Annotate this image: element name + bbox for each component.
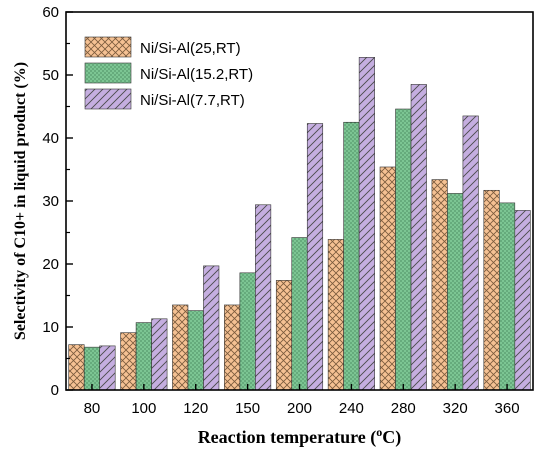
bars-group — [68, 57, 531, 391]
legend-swatch-series-3 — [84, 88, 132, 110]
bar-100-series-1 — [120, 332, 137, 391]
y-tick-label: 50 — [42, 67, 59, 84]
bar-240-series-3 — [358, 57, 375, 391]
bar-360-series-2 — [499, 202, 516, 391]
bar-150-series-1 — [224, 304, 241, 391]
legend-swatch-series-2 — [84, 62, 132, 84]
bar-80-series-3 — [99, 345, 116, 391]
x-tick-label: 200 — [287, 400, 312, 417]
y-axis-title: Selectivity of C10+ in liquid product (%… — [12, 62, 29, 340]
bar-320-series-2 — [447, 193, 464, 391]
bar-240-series-2 — [343, 121, 360, 391]
y-tick-label: 30 — [42, 193, 59, 210]
legend-label-series-2: Ni/Si-Al(15.2,RT) — [140, 66, 253, 83]
x-tick-label: 280 — [391, 400, 416, 417]
bar-100-series-2 — [135, 322, 152, 391]
x-axis-title-unit: C) — [382, 427, 401, 448]
axis-ticks: 0 10 20 30 40 50 60 80 100 120 150 200 240 280 320 360 — [42, 4, 519, 417]
y-tick-label: 10 — [42, 319, 59, 336]
x-tick-label: 80 — [84, 400, 101, 417]
legend: Ni/Si-Al(25,RT) Ni/Si-Al(15.2,RT) Ni/Si-Al… — [84, 36, 253, 110]
x-tick-label: 120 — [183, 400, 208, 417]
bar-150-series-3 — [255, 204, 272, 391]
y-tick-label: 0 — [51, 382, 59, 399]
legend-label-series-3: Ni/Si-Al(7.7,RT) — [140, 92, 245, 109]
bar-200-series-2 — [291, 237, 308, 391]
bar-200-series-3 — [306, 123, 324, 391]
bar-100-series-3 — [151, 318, 168, 391]
bar-280-series-3 — [410, 84, 427, 391]
x-tick-label: 320 — [443, 400, 468, 417]
y-tick-label: 60 — [42, 4, 59, 21]
y-tick-label: 40 — [42, 130, 59, 147]
bar-240-series-1 — [327, 239, 344, 391]
bar-280-series-1 — [379, 166, 396, 391]
bar-80-series-1 — [68, 344, 85, 391]
bar-320-series-1 — [431, 179, 448, 391]
bar-360-series-3 — [514, 210, 531, 391]
y-tick-label: 20 — [42, 256, 59, 273]
x-tick-label: 360 — [495, 400, 520, 417]
x-axis-title: Reaction temperature (oC) — [198, 425, 402, 448]
bar-80-series-2 — [83, 346, 100, 391]
bar-360-series-1 — [483, 189, 500, 391]
bar-150-series-2 — [239, 272, 256, 391]
x-tick-label: 100 — [131, 400, 156, 417]
bar-320-series-3 — [462, 115, 479, 391]
x-axis-title-degree: o — [376, 425, 382, 439]
bar-120-series-3 — [203, 265, 220, 391]
bar-280-series-2 — [395, 108, 412, 391]
x-tick-label: 150 — [235, 400, 260, 417]
legend-label-series-1: Ni/Si-Al(25,RT) — [140, 40, 241, 57]
x-tick-label: 240 — [339, 400, 364, 417]
legend-swatch-series-1 — [84, 36, 132, 58]
bar-200-series-1 — [275, 280, 293, 391]
bar-120-series-1 — [172, 304, 189, 391]
x-axis-title-main: Reaction temperature ( — [198, 427, 377, 448]
bar-120-series-2 — [187, 310, 204, 391]
